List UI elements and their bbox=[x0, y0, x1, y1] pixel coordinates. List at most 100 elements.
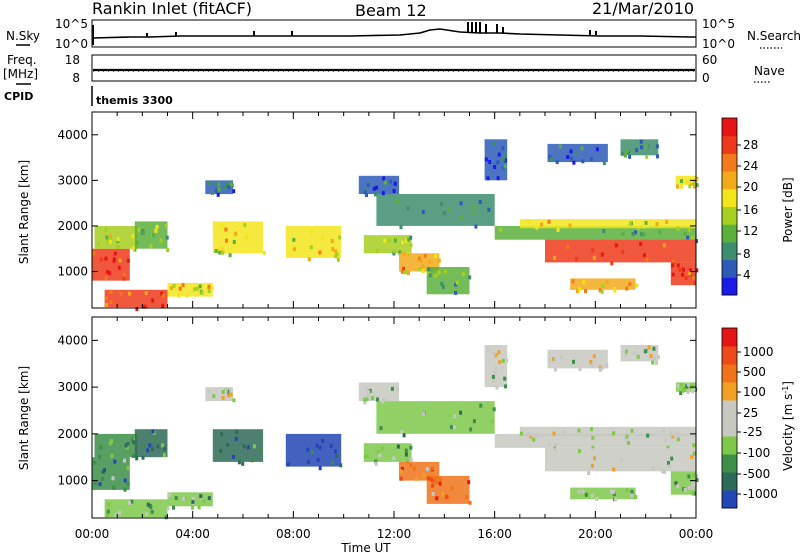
velocity-echo-pixel bbox=[554, 443, 558, 447]
velocity-echo-pixel bbox=[590, 363, 594, 368]
velocity-echo-pixel bbox=[148, 443, 152, 448]
power-echo-pixel bbox=[310, 230, 314, 234]
velocity-echo-pixel bbox=[688, 486, 691, 490]
velocity-echo-pixel bbox=[589, 427, 593, 432]
power-echo-pixel bbox=[460, 215, 464, 220]
x-tick-label: 12:00 bbox=[377, 527, 412, 541]
power-echo-pixel bbox=[154, 228, 158, 233]
freq-tick-bottom: 8 bbox=[72, 71, 80, 85]
velocity-colorbar: 1000 500 100 25 -25 -100 -500 -1000 Velocity [m… bbox=[721, 327, 795, 509]
velocity-echo-pixel bbox=[227, 387, 231, 392]
power-echo-pixel bbox=[569, 149, 573, 154]
power-echo-pixel bbox=[455, 280, 459, 285]
velocity-echo-pixel bbox=[598, 367, 602, 372]
power-echo-pixel bbox=[105, 302, 109, 307]
power-echo-pixel bbox=[605, 280, 609, 285]
power-echo-pixel bbox=[207, 284, 211, 289]
velocity-echo-pixel bbox=[392, 456, 396, 461]
power-echo-pixel bbox=[166, 248, 170, 253]
velocity-echo-pixel bbox=[682, 487, 686, 492]
velocity-echo-pixel bbox=[98, 482, 102, 487]
power-echo-pixel bbox=[402, 266, 406, 271]
power-echo-pixel bbox=[382, 176, 386, 181]
power-echo-region bbox=[376, 194, 495, 226]
power-echo-pixel bbox=[159, 238, 163, 243]
power-echo-pixel bbox=[553, 255, 556, 260]
power-echo-pixel bbox=[576, 289, 579, 294]
power-echo-pixel bbox=[572, 160, 576, 165]
power-echo-region bbox=[399, 253, 440, 272]
power-echo-pixel bbox=[108, 236, 112, 241]
velocity-echo-pixel bbox=[219, 448, 223, 453]
power-echo-pixel bbox=[381, 191, 385, 196]
velocity-echo-pixel bbox=[519, 431, 523, 436]
power-echo-pixel bbox=[437, 270, 441, 275]
power-echo-pixel bbox=[214, 188, 218, 193]
power-echo-pixel bbox=[685, 180, 689, 185]
velocity-echo-pixel bbox=[498, 360, 502, 365]
velocity-echo-pixel bbox=[149, 505, 153, 510]
velocity-echo-pixel bbox=[318, 445, 322, 450]
power-echo-pixel bbox=[600, 252, 604, 257]
velocity-echo-pixel bbox=[666, 445, 670, 450]
velocity-echo-pixel bbox=[142, 443, 146, 448]
power-echo-pixel bbox=[639, 139, 643, 144]
velocity-echo-region bbox=[134, 429, 168, 458]
power-echo-pixel bbox=[225, 238, 228, 243]
velocity-echo-pixel bbox=[687, 474, 691, 479]
velocity-echo-pixel bbox=[578, 367, 582, 372]
velocity-colorbar-ticklabels: 1000 500 100 25 -25 -100 -500 -1000 bbox=[737, 345, 778, 501]
velocity-echo-pixel bbox=[591, 435, 595, 440]
velocity-echo-pixel bbox=[399, 476, 403, 481]
velocity-echo-pixel bbox=[316, 457, 320, 462]
power-echo-pixel bbox=[137, 227, 141, 232]
velocity-echo-pixel bbox=[589, 360, 593, 364]
velocity-echo-pixel bbox=[552, 357, 555, 361]
velocity-echo-pixel bbox=[93, 481, 97, 486]
power-echo-pixel bbox=[330, 239, 334, 243]
velocity-echo-pixel bbox=[315, 443, 319, 448]
velocity-echo-pixel bbox=[110, 453, 114, 458]
velocity-echo-pixel bbox=[370, 396, 374, 400]
y-tick-label: 4000 bbox=[57, 128, 88, 142]
power-echo-pixel bbox=[393, 249, 397, 254]
velocity-echo-pixel bbox=[552, 431, 556, 436]
power-echo-pixel bbox=[503, 164, 507, 169]
velocity-echo-pixel bbox=[674, 481, 678, 486]
velocity-echo-pixel bbox=[131, 437, 135, 442]
power-echo-pixel bbox=[406, 206, 410, 211]
velocity-echo-pixel bbox=[374, 461, 378, 466]
velocity-echo-region bbox=[94, 433, 138, 458]
velocity-echo-pixel bbox=[99, 445, 103, 450]
power-echo-pixel bbox=[331, 247, 335, 252]
x-tick-label: 20:00 bbox=[578, 527, 613, 541]
power-echo-pixel bbox=[128, 291, 132, 296]
velocity-echo-pixel bbox=[219, 454, 223, 459]
power-echo-pixel bbox=[645, 154, 649, 159]
power-echo-pixel bbox=[589, 157, 593, 161]
velocity-echo-pixel bbox=[532, 437, 536, 442]
power-echo-pixel bbox=[556, 227, 560, 232]
velocity-echo-pixel bbox=[693, 482, 697, 487]
power-echo-pixel bbox=[671, 263, 675, 268]
velocity-echo-pixel bbox=[182, 496, 186, 501]
velocity-echo-pixel bbox=[111, 476, 115, 481]
velocity-echo-pixel bbox=[136, 432, 140, 437]
power-echo-pixel bbox=[229, 182, 233, 187]
velocity-echo-pixel bbox=[430, 478, 434, 482]
power-colorbar-ticklabels: 28 24 20 16 12 8 4 bbox=[737, 138, 758, 282]
colorbar-swatch bbox=[722, 418, 737, 437]
power-yticks: 1000 2000 3000 4000 bbox=[57, 128, 696, 279]
power-echo-pixel bbox=[571, 279, 575, 284]
power-echo-pixel bbox=[642, 232, 646, 237]
power-echo-pixel bbox=[688, 184, 692, 189]
velocity-echo-pixel bbox=[112, 485, 116, 490]
power-echo-pixel bbox=[375, 185, 378, 190]
velocity-echo-pixel bbox=[681, 388, 685, 393]
power-data bbox=[92, 139, 699, 311]
velocity-echo-pixel bbox=[409, 445, 413, 450]
power-echo-pixel bbox=[631, 231, 635, 236]
velocity-echo-pixel bbox=[668, 464, 672, 469]
colorbar-tick-label: 24 bbox=[743, 159, 758, 173]
velocity-echo-pixel bbox=[452, 425, 456, 430]
